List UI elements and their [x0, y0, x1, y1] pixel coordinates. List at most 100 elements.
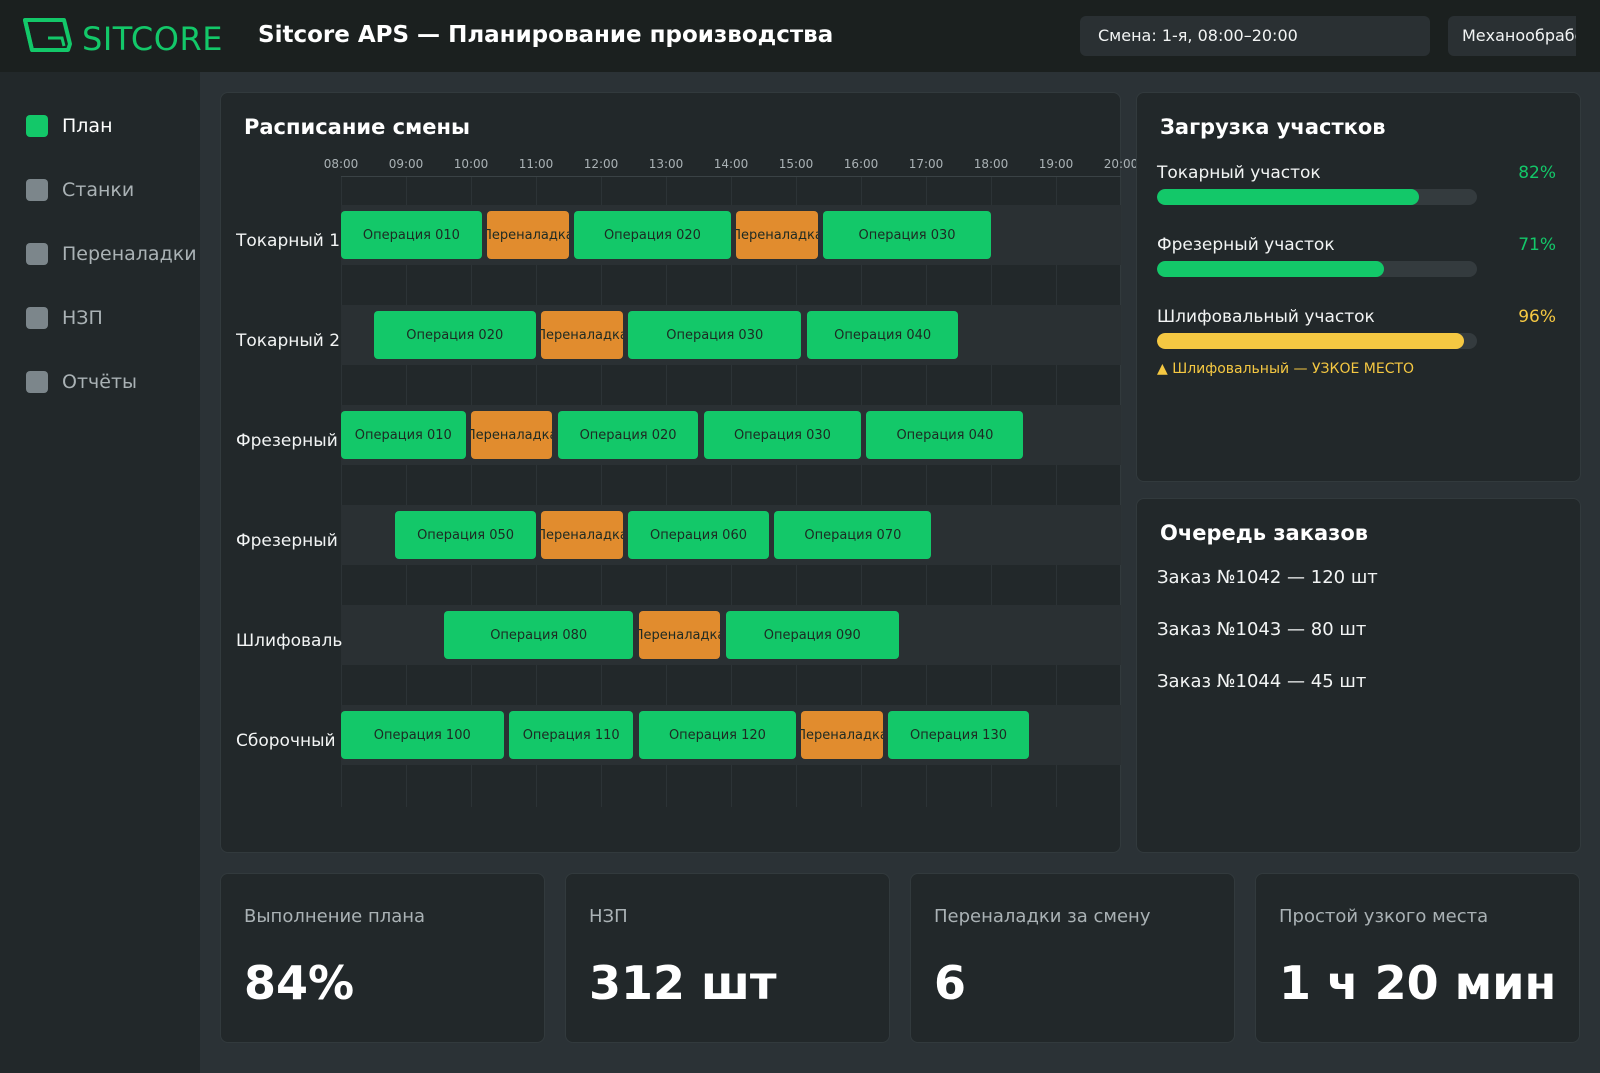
logo[interactable]: SITCORE — [22, 16, 222, 58]
time-tick-label: 20:00 — [1103, 157, 1139, 171]
load-percent: 96% — [1518, 307, 1556, 327]
orders-title: Очередь заказов — [1160, 521, 1369, 545]
grid-line — [926, 177, 927, 807]
sidebar-item-reports[interactable]: Отчёты — [26, 368, 137, 396]
operation-block[interactable]: Операция 060 — [628, 511, 769, 559]
load-bar-fill — [1157, 333, 1465, 349]
page-title: Sitcore APS — Планирование производства — [258, 22, 834, 48]
operation-block[interactable]: Операция 010 — [341, 211, 482, 259]
grid-line — [1121, 177, 1122, 807]
machine-label: Шлифовальный — [236, 631, 342, 651]
grid-line — [731, 177, 732, 807]
operation-block[interactable]: Операция 090 — [725, 611, 899, 659]
load-bar-track — [1157, 333, 1477, 349]
kpi-label: Простой узкого места — [1279, 906, 1489, 927]
operation-block[interactable]: Операция 110 — [508, 711, 634, 759]
grid-line — [991, 177, 992, 807]
setup-block[interactable]: Переналадка — [638, 611, 721, 659]
sidebar: План Станки Переналадки НЗП Отчёты — [0, 72, 200, 1073]
kpi-label: Выполнение плана — [244, 906, 426, 927]
load-bar-track — [1157, 261, 1477, 277]
time-tick-label: 13:00 — [648, 157, 684, 171]
order-item[interactable]: Заказ №1044 — 45 шт — [1157, 671, 1367, 692]
operation-block[interactable]: Операция 020 — [573, 211, 731, 259]
orders-panel: Очередь заказов Заказ №1042 — 120 шт Зак… — [1136, 498, 1581, 853]
time-tick-label: 16:00 — [843, 157, 879, 171]
time-tick-label: 17:00 — [908, 157, 944, 171]
setup-block[interactable]: Переналадка — [541, 311, 623, 359]
kpi-label: Переналадки за смену — [934, 906, 1151, 927]
kpi-card-bottleneck-idle: Простой узкого места 1 ч 20 мин — [1255, 873, 1580, 1043]
sidebar-item-label: Станки — [62, 179, 135, 201]
sidebar-item-label: Отчёты — [62, 371, 138, 393]
area-select[interactable]: Механообработка — [1448, 16, 1576, 56]
operation-block[interactable]: Операция 070 — [774, 511, 932, 559]
operation-block[interactable]: Операция 020 — [373, 311, 536, 359]
load-label: Токарный участок — [1157, 163, 1321, 183]
operation-block[interactable]: Операция 040 — [866, 411, 1024, 459]
kpi-card-wip: НЗП 312 шт — [565, 873, 890, 1043]
schedule-title: Расписание смены — [244, 115, 470, 139]
operation-block[interactable]: Операция 010 — [341, 411, 466, 459]
load-percent: 82% — [1518, 163, 1556, 183]
kpi-card-setups: Переналадки за смену 6 — [910, 873, 1235, 1043]
logo-icon — [23, 18, 72, 52]
operation-block[interactable]: Операция 040 — [806, 311, 959, 359]
operation-block[interactable]: Операция 120 — [638, 711, 796, 759]
operation-block[interactable]: Операция 080 — [443, 611, 634, 659]
schedule-panel: Расписание смены 08:00 09:00 10:00 11:00 12:… — [220, 92, 1138, 853]
time-tick-label: 19:00 — [1038, 157, 1074, 171]
load-label: Фрезерный участок — [1157, 235, 1335, 255]
logo-text: SITCORE — [82, 20, 223, 58]
grid-line — [536, 177, 537, 807]
operation-block[interactable]: Операция 020 — [557, 411, 699, 459]
time-tick-label: 12:00 — [583, 157, 619, 171]
bottleneck-warning: ▲ Шлифовальный — УЗКОЕ МЕСТО — [1157, 361, 1415, 377]
sidebar-item-wip[interactable]: НЗП — [26, 304, 103, 332]
setup-block[interactable]: Переналадка — [736, 211, 818, 259]
sidebar-item-setups[interactable]: Переналадки — [26, 240, 197, 268]
grid-line — [666, 177, 667, 807]
grid-line — [601, 177, 602, 807]
kpi-value: 6 — [934, 956, 967, 1010]
time-tick-label: 18:00 — [973, 157, 1009, 171]
operation-block[interactable]: Операция 030 — [703, 411, 861, 459]
sidebar-item-machines[interactable]: Станки — [26, 176, 134, 204]
time-tick-label: 08:00 — [323, 157, 359, 171]
operation-block[interactable]: Операция 030 — [823, 211, 991, 259]
time-axis — [341, 176, 1121, 177]
machine-label: Фрезерный — [236, 531, 338, 551]
order-item[interactable]: Заказ №1042 — 120 шт — [1157, 567, 1378, 588]
grid-line — [796, 177, 797, 807]
time-tick-label: 15:00 — [778, 157, 814, 171]
setup-block[interactable]: Переналадка — [541, 511, 623, 559]
grid-line — [861, 177, 862, 807]
shift-select[interactable]: Смена: 1-я, 08:00–20:00 — [1080, 16, 1430, 56]
setup-block[interactable]: Переналадка — [487, 211, 569, 259]
operation-block[interactable]: Операция 130 — [888, 711, 1029, 759]
operation-block[interactable]: Операция 100 — [341, 711, 504, 759]
operation-block[interactable]: Операция 030 — [628, 311, 802, 359]
setup-block[interactable]: Переналадка — [471, 411, 553, 459]
operation-block[interactable]: Операция 050 — [395, 511, 536, 559]
time-tick-label: 09:00 — [388, 157, 424, 171]
load-bar-fill — [1157, 261, 1385, 277]
kpi-value: 312 шт — [589, 956, 777, 1010]
kpi-value: 1 ч 20 мин — [1279, 956, 1557, 1010]
order-item[interactable]: Заказ №1043 — 80 шт — [1157, 619, 1367, 640]
kpi-card-plan: Выполнение плана 84% — [220, 873, 545, 1043]
setup-block[interactable]: Переналадка — [801, 711, 883, 759]
machine-label: Токарный 2 — [236, 331, 341, 351]
nav-dot-icon — [26, 243, 48, 265]
machine-label: Токарный 1 — [236, 231, 341, 251]
time-tick-label: 10:00 — [453, 157, 489, 171]
grid-line — [471, 177, 472, 807]
sidebar-item-label: Переналадки — [62, 243, 197, 265]
machine-label: Сборочный — [236, 731, 336, 751]
sidebar-item-label: План — [62, 115, 113, 137]
load-panel: Загрузка участков ▲ Шлифовальный — УЗКОЕ… — [1136, 92, 1581, 482]
kpi-label: НЗП — [589, 906, 628, 927]
app-header: SITCORE Sitcore APS — Планирование произ… — [0, 0, 1600, 72]
sidebar-item-plan[interactable]: План — [26, 112, 113, 140]
sidebar-item-label: НЗП — [62, 307, 103, 329]
